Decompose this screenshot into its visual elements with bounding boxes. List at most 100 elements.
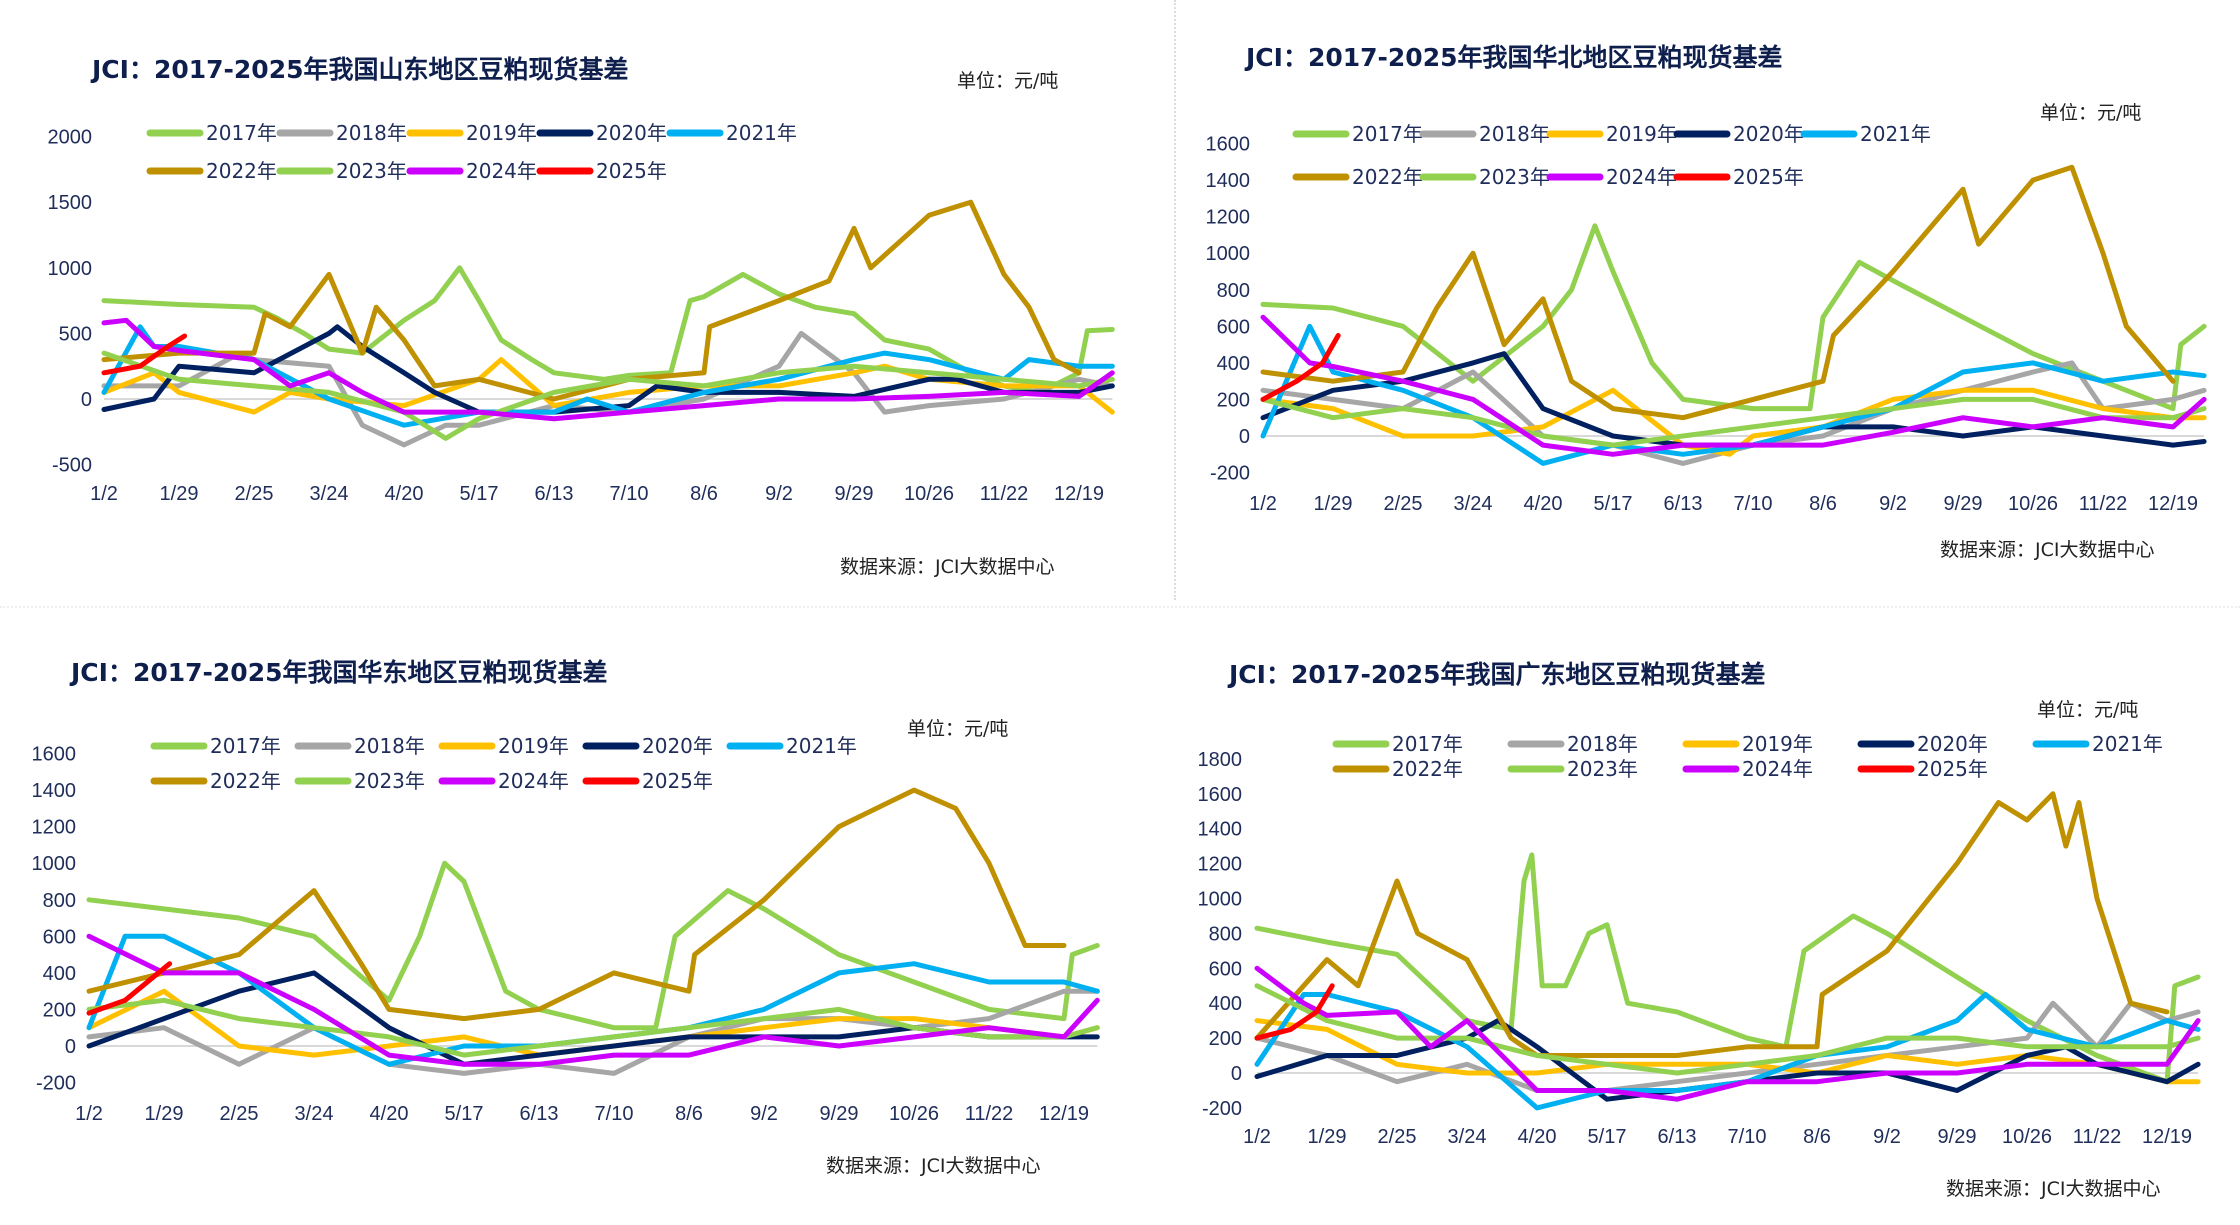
series-line-2018 <box>86 988 1100 1076</box>
series-line-2023 <box>86 997 1100 1058</box>
y-tick-label: 200 <box>43 999 76 1021</box>
legend-label-2025: 2025年 <box>596 159 667 183</box>
x-tick-label: 4/20 <box>1524 493 1563 515</box>
x-tick-label: 2/25 <box>1378 1126 1417 1148</box>
x-tick-label: 7/10 <box>1734 493 1773 515</box>
y-tick-label: 1000 <box>1206 243 1251 265</box>
y-tick-label: 200 <box>1209 1028 1242 1050</box>
chart-title-shandong: JCI：2017-2025年我国山东地区豆粕现货基差 <box>92 55 629 84</box>
x-tick-label: 8/6 <box>690 483 718 505</box>
y-tick-label: -200 <box>1210 463 1250 485</box>
x-tick-label: 3/24 <box>1454 493 1493 515</box>
series-line-2024 <box>1254 965 2201 1102</box>
series-line-2025 <box>1260 333 1341 402</box>
legend-label-2020: 2020年 <box>596 121 667 145</box>
x-tick-label: 1/29 <box>1308 1126 1347 1148</box>
x-tick-label: 1/2 <box>75 1103 103 1125</box>
legend-label-2022: 2022年 <box>206 159 277 183</box>
legend-label-2019: 2019年 <box>466 121 537 145</box>
y-tick-label: 1400 <box>1198 819 1243 841</box>
legend-label-2021: 2021年 <box>2092 732 2163 756</box>
legend-label-2018: 2018年 <box>336 121 407 145</box>
y-tick-label: 1000 <box>1198 889 1243 911</box>
y-tick-label: 2000 <box>48 127 93 149</box>
x-tick-label: 12/19 <box>2148 493 2198 515</box>
x-tick-label: 10/26 <box>2002 1126 2052 1148</box>
legend-label-2025: 2025年 <box>642 769 713 793</box>
legend-label-2017: 2017年 <box>210 734 281 758</box>
x-tick-label: 1/29 <box>145 1103 184 1125</box>
series-line-2021 <box>1260 323 2207 466</box>
y-tick-label: 1000 <box>48 258 93 280</box>
y-tick-label: 1600 <box>1206 134 1251 156</box>
y-tick-label: 1400 <box>1206 170 1251 192</box>
series-line-2025 <box>86 961 173 1016</box>
x-tick-label: 3/24 <box>310 483 349 505</box>
legend-label-2024: 2024年 <box>1606 165 1677 189</box>
series-line-2022 <box>86 787 1067 1022</box>
x-tick-label: 8/6 <box>1803 1126 1831 1148</box>
legend-label-2025: 2025年 <box>1733 165 1804 189</box>
x-tick-label: 1/29 <box>1314 493 1353 515</box>
y-tick-label: -200 <box>36 1073 76 1095</box>
x-tick-label: 5/17 <box>460 483 499 505</box>
legend-label-2017: 2017年 <box>206 121 277 145</box>
x-tick-label: 1/2 <box>1243 1126 1271 1148</box>
x-tick-label: 7/10 <box>595 1103 634 1125</box>
x-tick-label: 9/2 <box>765 483 793 505</box>
x-tick-label: 11/22 <box>2079 493 2128 515</box>
y-tick-label: 0 <box>1239 426 1250 448</box>
legend-label-2019: 2019年 <box>1742 732 1813 756</box>
source-label-shandong: 数据来源：JCI大数据中心 <box>840 556 1055 578</box>
x-tick-label: 6/13 <box>520 1103 559 1125</box>
x-tick-label: 9/29 <box>1938 1126 1977 1148</box>
x-tick-label: 5/17 <box>1594 493 1633 515</box>
x-tick-label: 7/10 <box>1728 1126 1767 1148</box>
x-tick-label: 7/10 <box>610 483 649 505</box>
x-tick-label: 10/26 <box>904 483 954 505</box>
x-tick-label: 12/19 <box>2142 1126 2192 1148</box>
legend-label-2022: 2022年 <box>210 769 281 793</box>
chart-title-guangdong: JCI：2017-2025年我国广东地区豆粕现货基差 <box>1229 660 1766 689</box>
x-tick-label: 8/6 <box>675 1103 703 1125</box>
source-label-guangdong: 数据来源：JCI大数据中心 <box>1946 1178 2161 1200</box>
y-tick-label: 400 <box>1217 353 1250 375</box>
x-tick-label: 12/19 <box>1039 1103 1089 1125</box>
x-tick-label: 11/22 <box>980 483 1029 505</box>
y-tick-label: 1200 <box>32 817 77 839</box>
legend-label-2023: 2023年 <box>354 769 425 793</box>
y-tick-label: 1600 <box>1198 784 1243 806</box>
y-tick-label: 800 <box>1209 923 1242 945</box>
x-tick-label: 2/25 <box>235 483 274 505</box>
y-tick-label: 600 <box>1217 316 1250 338</box>
source-label-huadong: 数据来源：JCI大数据中心 <box>826 1155 1041 1177</box>
x-tick-label: 8/6 <box>1809 493 1837 515</box>
legend-label-2021: 2021年 <box>726 121 797 145</box>
series-line-2023 <box>101 350 1115 441</box>
x-tick-label: 9/29 <box>820 1103 859 1125</box>
x-tick-label: 1/2 <box>90 483 118 505</box>
chart-divider-horizontal <box>0 606 2240 608</box>
legend-label-2021: 2021年 <box>786 734 857 758</box>
x-tick-label: 9/2 <box>1879 493 1907 515</box>
y-tick-label: 200 <box>1217 389 1250 411</box>
x-tick-label: 1/29 <box>160 483 199 505</box>
legend-label-2022: 2022年 <box>1392 757 1463 781</box>
x-tick-label: 12/19 <box>1054 483 1104 505</box>
x-tick-label: 2/25 <box>220 1103 259 1125</box>
legend-label-2024: 2024年 <box>1742 757 1813 781</box>
unit-label-huabei: 单位：元/吨 <box>2040 102 2142 124</box>
x-tick-label: 4/20 <box>1518 1126 1557 1148</box>
x-tick-label: 11/22 <box>2073 1126 2122 1148</box>
chart-title-huabei: JCI：2017-2025年我国华北地区豆粕现货基差 <box>1246 43 1783 72</box>
legend-label-2020: 2020年 <box>1733 122 1804 146</box>
y-tick-label: 800 <box>1217 280 1250 302</box>
series-line-2024 <box>1260 314 2207 457</box>
chart-title-huadong: JCI：2017-2025年我国华东地区豆粕现货基差 <box>71 658 608 687</box>
legend-label-2023: 2023年 <box>1567 757 1638 781</box>
y-tick-label: -200 <box>1202 1098 1242 1120</box>
chart-divider-vertical <box>1174 0 1176 600</box>
series-line-2017 <box>86 860 1100 1031</box>
y-tick-label: 500 <box>59 323 92 345</box>
